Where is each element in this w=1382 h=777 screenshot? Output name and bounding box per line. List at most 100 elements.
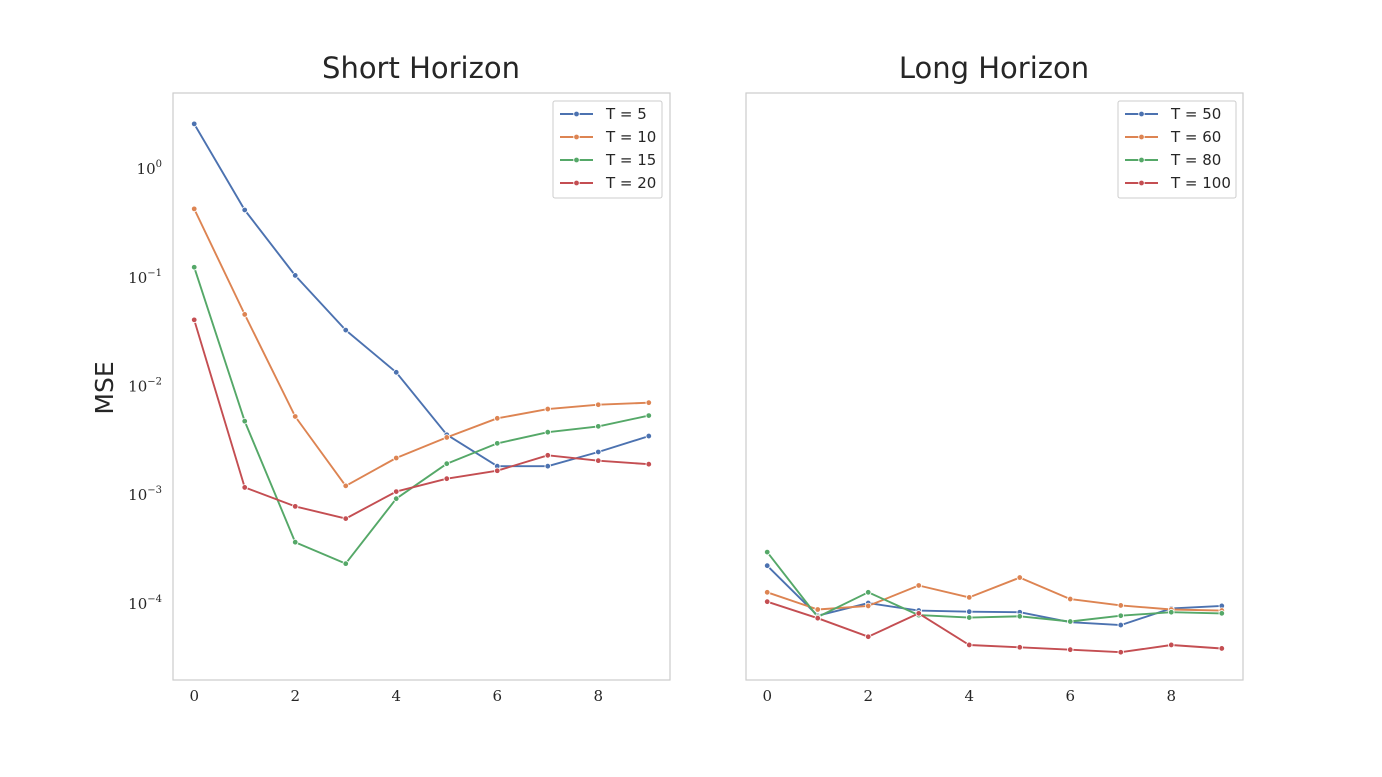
data-point (191, 264, 198, 271)
y-tick-label: 100 (137, 159, 162, 178)
data-point (443, 434, 450, 441)
short-horizon-series (191, 120, 652, 567)
legend-marker (1138, 156, 1145, 164)
series-line (766, 600, 1222, 654)
short-horizon-legend: T = 5 T = 10 T = 15 T = 20 (552, 100, 663, 199)
data-point (1218, 610, 1225, 617)
data-point (544, 428, 551, 436)
legend-label: T = 20 (605, 174, 656, 192)
data-point (814, 606, 821, 613)
data-point (494, 440, 501, 447)
data-point (1016, 644, 1023, 651)
x-tick-label: 2 (863, 687, 873, 705)
data-point (865, 589, 872, 596)
data-point (443, 460, 450, 467)
y-axis-label: MSE (90, 361, 119, 414)
data-point (1117, 649, 1124, 656)
data-point (764, 598, 771, 605)
data-point (595, 448, 602, 456)
data-point (595, 457, 602, 464)
short-horizon-title: Short Horizon (322, 51, 520, 85)
legend-label: T = 100 (1170, 174, 1231, 192)
data-point (292, 503, 299, 510)
data-point (764, 562, 771, 569)
data-point (443, 475, 450, 482)
long-horizon-x-ticks: 0 2 4 6 8 (762, 687, 1176, 705)
data-point (645, 399, 652, 406)
data-point (865, 602, 872, 610)
data-point (241, 484, 248, 491)
x-tick-label: 4 (964, 687, 974, 705)
data-point (966, 614, 973, 621)
y-tick-label: 10−1 (128, 268, 162, 287)
legend-marker (1138, 179, 1145, 187)
legend-label: T = 60 (1170, 128, 1221, 146)
series-line (193, 208, 649, 487)
data-point (645, 432, 652, 440)
short-horizon-frame (172, 92, 671, 681)
long-horizon-frame (745, 92, 1244, 681)
series-line (766, 576, 1222, 612)
data-point (966, 608, 973, 615)
x-tick-label: 0 (189, 687, 199, 705)
data-point (241, 311, 248, 318)
legend-marker (573, 133, 580, 141)
data-point (191, 316, 198, 324)
data-point (1067, 618, 1074, 625)
legend-marker (573, 156, 580, 164)
data-point (1168, 609, 1175, 616)
y-tick-label: 10−3 (128, 485, 162, 504)
series-line (766, 565, 1222, 627)
data-point (393, 488, 400, 495)
y-tick-label: 10−2 (128, 377, 162, 396)
data-point (1016, 613, 1023, 620)
data-point (342, 560, 349, 567)
data-point (645, 460, 652, 468)
data-point (494, 467, 501, 474)
long-horizon-title: Long Horizon (899, 51, 1089, 85)
data-point (915, 582, 922, 589)
long-horizon-legend: T = 50 T = 60 T = 80 T = 100 (1117, 100, 1237, 199)
legend-label: T = 5 (605, 105, 647, 123)
data-point (1117, 602, 1124, 609)
legend-marker (1138, 133, 1145, 141)
x-tick-label: 6 (492, 687, 502, 705)
data-point (865, 633, 872, 640)
data-point (764, 548, 771, 556)
y-tick-label: 10−4 (128, 594, 162, 613)
data-point (595, 401, 602, 408)
legend-label: T = 15 (605, 151, 656, 169)
data-point (393, 369, 400, 376)
x-tick-label: 2 (290, 687, 300, 705)
data-point (342, 326, 349, 334)
legend-marker (573, 179, 580, 187)
series-line (193, 266, 649, 565)
data-point (966, 594, 973, 601)
data-point (342, 515, 349, 522)
long-horizon-legend-box (1117, 100, 1237, 199)
data-point (1117, 612, 1124, 619)
short-horizon-x-ticks: 0 2 4 6 8 (189, 687, 603, 705)
data-point (1117, 621, 1124, 629)
data-point (544, 452, 551, 459)
data-point (1218, 645, 1225, 652)
data-point (966, 641, 973, 649)
x-tick-label: 0 (762, 687, 772, 705)
legend-label: T = 80 (1170, 151, 1221, 169)
data-point (393, 495, 400, 502)
data-point (1067, 646, 1074, 653)
data-point (292, 539, 299, 546)
legend-marker (573, 110, 580, 118)
data-point (544, 405, 551, 413)
series-line (193, 123, 650, 468)
short-horizon-legend-box (552, 100, 663, 199)
data-point (342, 482, 349, 490)
series-line (766, 551, 1222, 623)
data-point (292, 272, 299, 279)
x-tick-label: 8 (594, 687, 604, 705)
data-point (494, 415, 501, 422)
data-point (241, 417, 248, 425)
data-point (241, 206, 248, 214)
